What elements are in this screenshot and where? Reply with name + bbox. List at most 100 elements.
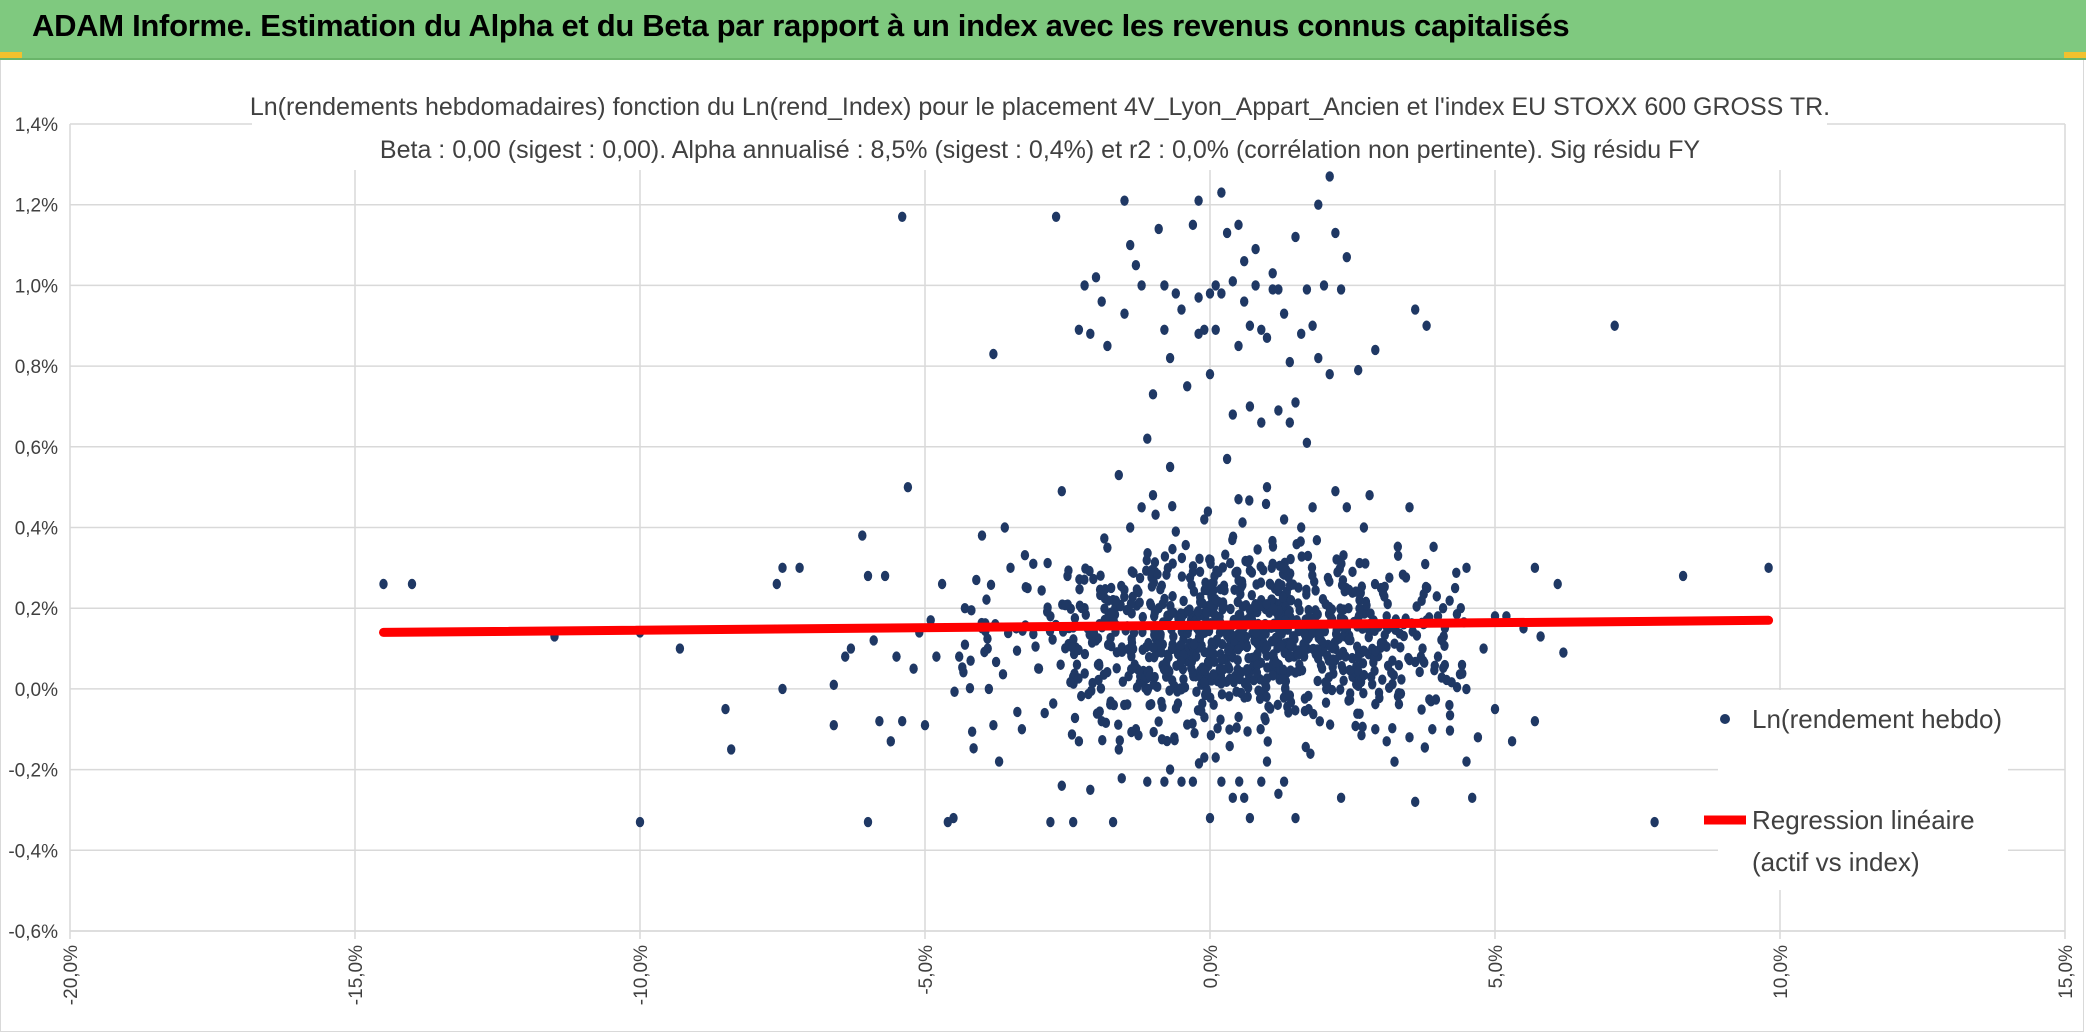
data-point — [1344, 602, 1353, 614]
corner-marker-right — [2064, 52, 2086, 58]
data-point — [1321, 697, 1331, 708]
data-point — [1117, 773, 1126, 784]
chart-frame — [0, 60, 2084, 1032]
data-point — [1176, 656, 1186, 668]
data-point — [1325, 368, 1334, 380]
data-point — [1169, 631, 1178, 642]
data-point — [1300, 628, 1309, 639]
data-point — [846, 643, 856, 654]
data-point — [1210, 656, 1219, 667]
data-point — [980, 646, 989, 658]
data-point — [1309, 708, 1318, 720]
data-point — [1306, 748, 1315, 759]
data-point — [1312, 535, 1322, 546]
data-point — [1388, 678, 1397, 690]
data-point — [1422, 320, 1431, 331]
data-point — [1000, 522, 1009, 533]
data-point — [1432, 591, 1441, 602]
data-point — [1029, 558, 1038, 570]
data-point — [1252, 638, 1262, 649]
data-point — [1195, 553, 1204, 565]
data-point — [1245, 495, 1254, 506]
data-point — [1098, 735, 1107, 746]
data-point — [1263, 736, 1272, 747]
data-point — [966, 655, 975, 666]
data-point — [1238, 517, 1247, 528]
data-point — [932, 651, 941, 662]
data-point — [863, 570, 873, 582]
data-point — [1462, 756, 1471, 767]
data-point — [1452, 567, 1461, 579]
data-point — [1313, 675, 1322, 687]
data-point — [1462, 562, 1471, 574]
data-point — [1103, 340, 1112, 352]
data-point — [1341, 651, 1350, 662]
data-point — [1209, 669, 1218, 680]
data-point — [1355, 557, 1364, 569]
data-point — [1262, 599, 1271, 610]
data-point — [1331, 485, 1340, 497]
data-point — [1286, 595, 1296, 606]
data-point — [1183, 381, 1192, 392]
chart-title-bg — [252, 84, 1827, 170]
data-point — [1156, 584, 1165, 595]
data-point — [1106, 582, 1116, 594]
data-point — [1257, 324, 1266, 335]
data-point — [1074, 324, 1084, 335]
data-point — [1401, 572, 1411, 583]
data-point — [989, 348, 998, 360]
data-point — [1262, 481, 1272, 493]
data-point — [1137, 280, 1146, 291]
data-point — [1151, 509, 1160, 520]
data-point — [1120, 308, 1129, 319]
data-point — [949, 812, 958, 824]
chart-title-line-2: Beta : 0,00 (sigest : 0,00). Alpha annua… — [380, 136, 1700, 164]
data-point — [1221, 549, 1230, 560]
data-point — [1450, 582, 1460, 594]
y-tick-label: 0,2% — [15, 599, 58, 620]
data-point — [1286, 639, 1295, 650]
data-point — [1228, 534, 1237, 546]
data-point — [1200, 665, 1209, 676]
data-point — [1393, 541, 1402, 552]
data-point — [1468, 792, 1477, 804]
y-tick-label: 0,6% — [15, 438, 58, 459]
data-point — [1177, 552, 1187, 564]
data-point — [1279, 776, 1289, 787]
data-point — [1530, 715, 1540, 727]
data-point — [1490, 703, 1500, 715]
x-tick-label: 0,0% — [1201, 945, 1222, 988]
data-point — [1358, 721, 1367, 733]
data-point — [1359, 687, 1368, 699]
data-point — [1244, 653, 1253, 664]
data-point — [1202, 607, 1211, 619]
data-point — [1304, 690, 1313, 702]
data-point — [1261, 628, 1270, 640]
data-point — [1013, 706, 1022, 718]
data-point — [991, 656, 1001, 668]
data-point — [1268, 541, 1278, 552]
data-point — [1262, 640, 1271, 651]
data-point — [1160, 664, 1169, 676]
data-point — [1251, 280, 1260, 291]
data-point — [1302, 284, 1312, 295]
data-point — [1420, 657, 1429, 668]
data-point — [1344, 584, 1354, 596]
data-point — [955, 651, 964, 662]
data-point — [1430, 660, 1440, 671]
data-point — [1081, 609, 1090, 620]
legend-marker-points — [1720, 714, 1730, 724]
data-point — [1288, 630, 1298, 642]
data-point — [635, 816, 645, 828]
data-point — [1236, 632, 1245, 643]
data-point — [1092, 708, 1102, 719]
data-point — [960, 603, 970, 614]
data-point — [1331, 227, 1340, 239]
data-point — [1177, 776, 1186, 787]
data-point — [1190, 727, 1199, 739]
data-point — [1130, 659, 1139, 670]
data-point — [1067, 642, 1077, 653]
data-point — [1375, 692, 1384, 704]
data-point — [1336, 684, 1345, 695]
data-point — [1091, 272, 1101, 283]
